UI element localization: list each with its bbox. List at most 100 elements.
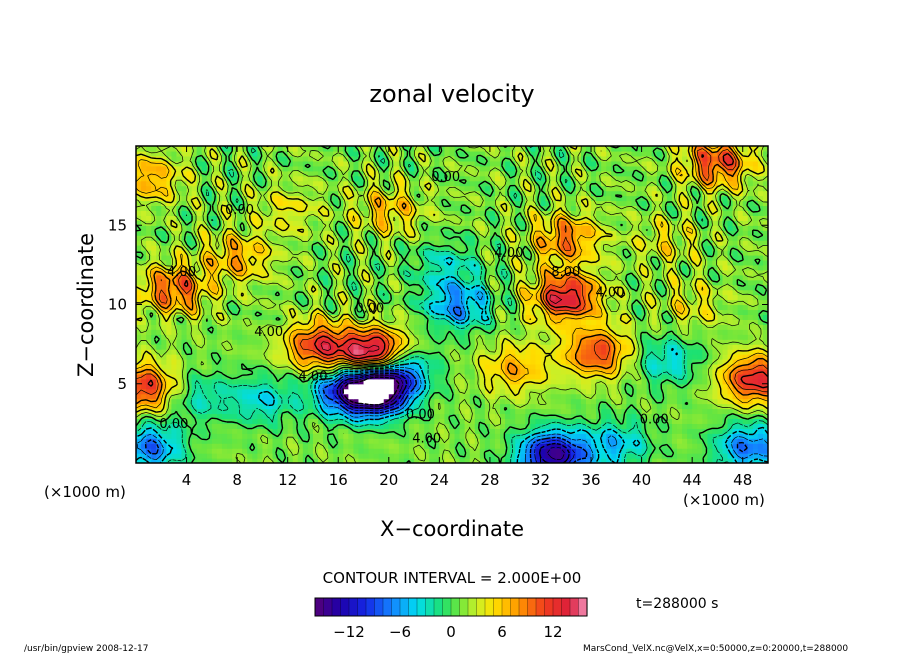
field-cell — [434, 373, 440, 380]
field-cell — [227, 264, 233, 271]
field-cell — [702, 378, 708, 385]
field-cell — [358, 383, 365, 390]
field-cell — [368, 329, 375, 335]
field-cell — [196, 438, 203, 444]
field-cell — [747, 368, 754, 375]
field-cell — [171, 309, 178, 315]
field-cell — [383, 453, 390, 459]
field-cell — [747, 304, 754, 311]
field-cell — [414, 304, 420, 311]
field-cell — [196, 269, 203, 276]
field-cell — [500, 458, 506, 463]
field-cell — [439, 334, 446, 340]
field-cell — [232, 358, 238, 365]
field-cell — [146, 443, 152, 449]
field-cell — [232, 284, 238, 291]
field-cell — [323, 349, 329, 355]
field-cell — [646, 453, 653, 459]
field-cell — [525, 314, 531, 320]
field-cell — [661, 294, 668, 301]
field-cell — [626, 334, 633, 340]
field-cell — [136, 294, 142, 301]
field-cell — [762, 299, 768, 306]
field-cell — [474, 358, 481, 365]
field-cell — [444, 398, 451, 405]
field-cell — [166, 393, 172, 400]
field-cell — [606, 354, 612, 360]
field-cell — [621, 448, 628, 454]
field-cell — [307, 294, 314, 301]
field-cell — [545, 284, 552, 291]
field-cell — [515, 418, 521, 424]
field-cell — [500, 418, 506, 424]
field-cell — [136, 329, 142, 335]
field-cell — [666, 443, 673, 449]
field-cell — [307, 319, 314, 325]
field-cell — [403, 314, 410, 320]
field-cell — [156, 274, 162, 281]
field-cell — [494, 393, 501, 400]
field-cell — [737, 274, 744, 281]
field-cell — [641, 458, 648, 463]
field-cell — [722, 299, 729, 306]
field-cell — [333, 368, 339, 375]
field-cell — [449, 289, 456, 296]
field-cell — [555, 403, 562, 410]
field-cell — [494, 319, 501, 325]
field-cell — [409, 373, 415, 380]
field-cell — [611, 358, 617, 365]
field-cell — [747, 274, 754, 281]
field-cell — [510, 349, 516, 355]
field-cell — [646, 264, 653, 271]
field-cell — [216, 319, 223, 325]
field-cell — [363, 438, 370, 444]
field-cell — [424, 368, 430, 375]
field-cell — [383, 329, 390, 335]
field-cell — [575, 314, 582, 320]
field-cell — [626, 408, 633, 415]
field-cell — [697, 408, 703, 415]
field-cell — [287, 368, 294, 375]
field-cell — [267, 319, 274, 325]
field-cell — [682, 269, 688, 276]
field-cell — [252, 373, 258, 380]
field-cell — [414, 373, 420, 380]
field-cell — [449, 378, 456, 385]
field-cell — [338, 443, 344, 449]
field-cell — [398, 289, 405, 296]
field-cell — [156, 378, 162, 385]
field-cell — [530, 428, 537, 434]
field-cell — [429, 339, 435, 345]
field-cell — [550, 378, 557, 385]
field-cell — [530, 453, 537, 459]
field-cell — [216, 363, 223, 370]
field-cell — [596, 438, 602, 444]
field-cell — [257, 274, 263, 281]
field-cell — [166, 309, 172, 315]
field-cell — [484, 324, 491, 330]
field-cell — [358, 453, 365, 459]
field-cell — [494, 373, 501, 380]
field-cell — [520, 324, 526, 330]
field-cell — [555, 433, 562, 439]
field-cell — [161, 319, 167, 325]
field-cell — [742, 428, 749, 434]
field-cell — [636, 398, 643, 405]
field-cell — [429, 309, 435, 315]
field-cell — [550, 443, 557, 449]
field-cell — [232, 344, 238, 350]
field-cell — [297, 388, 304, 395]
field-cell — [656, 398, 663, 405]
field-cell — [292, 358, 299, 365]
field-cell — [742, 309, 749, 315]
field-cell — [146, 373, 152, 380]
field-cell — [181, 304, 188, 311]
field-cell — [757, 334, 764, 340]
field-cell — [161, 349, 167, 355]
field-cell — [565, 408, 572, 415]
field-cell — [494, 378, 501, 385]
field-cell — [525, 433, 531, 439]
field-cell — [388, 458, 395, 463]
field-cell — [449, 314, 456, 320]
field-cell — [216, 403, 223, 410]
